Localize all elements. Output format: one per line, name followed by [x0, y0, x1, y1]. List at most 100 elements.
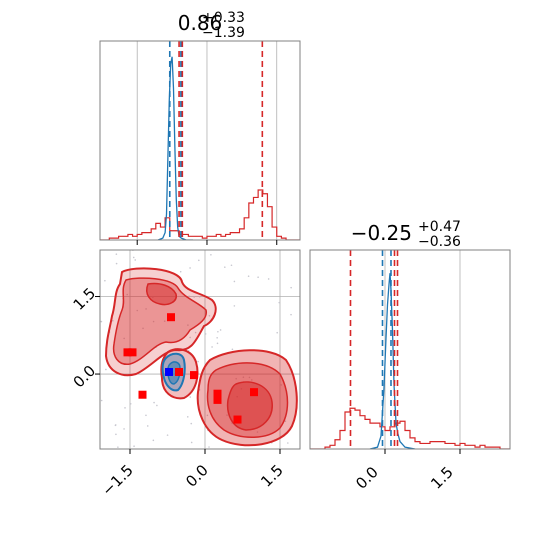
scatter-dot [179, 270, 182, 273]
scatter-dot [250, 379, 253, 381]
hist-2-title-minus: −0.36 [418, 234, 461, 250]
scatter-dot [247, 275, 250, 278]
scatter-dot [276, 331, 278, 334]
red-marker [175, 367, 183, 376]
scatter-dot [152, 320, 155, 323]
red-marker [213, 395, 222, 404]
scatter-dot [190, 441, 193, 444]
scatter-dot [290, 286, 292, 289]
blue-marker [165, 367, 173, 376]
scatter-dot [129, 402, 132, 405]
red-contour-lower-right [196, 349, 298, 447]
scatter-dot [132, 256, 135, 259]
red-marker [190, 371, 198, 380]
scatter-dot [219, 329, 222, 331]
scatter-dot [198, 259, 200, 262]
scatter-dot [117, 446, 119, 448]
scatter-dot [123, 428, 125, 430]
hist-1-title-plus: +0.33 [202, 10, 245, 26]
red-marker [167, 313, 175, 322]
red-marker [250, 388, 258, 397]
red-marker [123, 348, 132, 357]
scatter-dot [114, 424, 117, 427]
scatter-dot [230, 264, 233, 267]
scatter-dot [190, 422, 193, 425]
scatter-dot [248, 376, 251, 379]
scatter-dot [189, 396, 192, 398]
red-marker [138, 390, 147, 399]
red-contour-ul-core [146, 282, 177, 306]
scatter-dot [217, 330, 219, 333]
red-marker [128, 348, 137, 357]
y-tick-label: 0.0 [70, 362, 100, 392]
scatter-dot [152, 439, 155, 442]
scatter-dot [133, 445, 135, 447]
scatter-dot [187, 324, 189, 326]
scatter-dot [134, 259, 137, 261]
hist-1-title-minus: −1.39 [202, 25, 245, 41]
hist-1-title: 0.86 [178, 11, 223, 35]
scatter-dot [284, 420, 287, 423]
scatter-dot [115, 262, 118, 265]
scatter-dot [206, 414, 209, 417]
scatter-dot [216, 336, 218, 339]
red-contour-ul-inner [112, 277, 208, 365]
x-tick-label: 1.5 [427, 463, 457, 493]
hist-panel-2: 0.0 1.5 −0.25 +0.47 −0.36 [309, 219, 511, 493]
hist-2-frame [309, 249, 511, 450]
scatter-dot [257, 276, 259, 278]
scatter-dot [105, 368, 107, 371]
red-histogram [310, 407, 510, 449]
scatter-dot [188, 295, 190, 298]
hist-1-frame [99, 40, 301, 241]
scatter-dot [163, 320, 166, 322]
scatter-dot [208, 314, 211, 317]
hist-2-title-plus: +0.47 [418, 219, 461, 235]
scatter-dot [136, 309, 139, 312]
scatter-dot [210, 253, 212, 256]
scatter-dot [267, 278, 270, 280]
joint-panel: −1.5 0.0 1.5 0.0 1.5 [70, 249, 301, 500]
scatter-dot [186, 416, 189, 418]
y-tick-label: 1.5 [70, 284, 100, 314]
x-tick-label: 0.0 [182, 461, 212, 491]
scatter-dot [211, 346, 213, 348]
scatter-dot [126, 293, 129, 296]
scatter-dot [189, 336, 191, 339]
scatter-dot [115, 433, 117, 436]
red-histogram [100, 189, 300, 240]
scatter-dot [193, 296, 195, 298]
scatter-dot [235, 377, 237, 380]
scatter-dot [123, 337, 125, 340]
scatter-dot [104, 279, 106, 282]
scatter-dot [115, 253, 118, 255]
scatter-dot [145, 414, 147, 417]
scatter-dot [197, 360, 199, 363]
scatter-dot [216, 342, 219, 345]
scatter-dot [166, 434, 169, 436]
scatter-dot [226, 414, 228, 416]
scatter-dot [204, 333, 207, 335]
red-marker [233, 415, 242, 424]
scatter-dot [224, 266, 226, 268]
hist-panel-1: 0.86 +0.33 −1.39 [99, 10, 301, 245]
scatter-dot [256, 431, 259, 433]
scatter-dot [194, 331, 197, 334]
hist-2-title: −0.25 [351, 221, 412, 245]
scatter-dot [100, 320, 103, 323]
red-marker [213, 389, 222, 398]
scatter-dot [287, 442, 289, 444]
scatter-dot [231, 348, 234, 351]
scatter-dot [280, 384, 283, 386]
x-tick-label: 1.5 [257, 461, 287, 491]
scatter-dot [153, 401, 155, 404]
scatter-dot [198, 295, 201, 298]
scatter-dot [189, 267, 191, 269]
scatter-dot [112, 319, 114, 322]
scatter-dot [156, 404, 158, 407]
joint-frame [99, 249, 301, 450]
blue-contour [161, 352, 186, 392]
scatter-dot [146, 425, 149, 427]
scatter-dot [233, 280, 236, 283]
